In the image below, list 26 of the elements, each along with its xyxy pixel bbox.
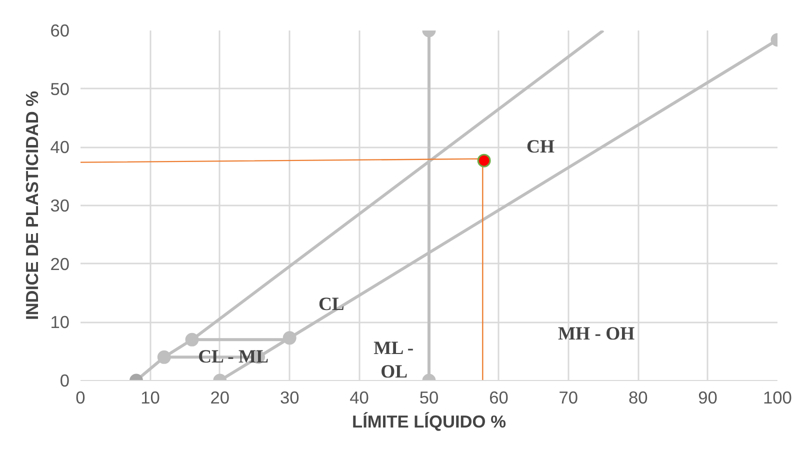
x-tick-label: 60 <box>489 388 508 408</box>
x-tick-label: 30 <box>280 388 300 408</box>
annotation: CL - ML <box>198 346 269 368</box>
annotation: OL <box>380 361 408 382</box>
y-tick-label: 0 <box>60 370 70 390</box>
x-axis-title: LÍMITE LÍQUIDO % <box>352 412 506 432</box>
y-tick-label: 20 <box>50 254 70 274</box>
x-tick-label: 20 <box>210 388 230 408</box>
y-tick-label: 50 <box>50 78 70 99</box>
x-tick-label: 100 <box>763 388 792 408</box>
annotation: CH <box>526 136 555 158</box>
x-tick-label: 40 <box>350 388 369 408</box>
x-tick-label: 10 <box>140 388 160 408</box>
y-tick-label: 10 <box>50 312 70 332</box>
x-tick-label: 90 <box>698 388 718 408</box>
y-tick-label: 60 <box>50 20 70 40</box>
x-tick-label: 80 <box>628 388 648 408</box>
y-tick-label: 30 <box>50 196 70 216</box>
x-tick-label: 70 <box>558 388 578 408</box>
x-tick-label: 50 <box>419 388 439 408</box>
annotation: CL <box>318 294 344 316</box>
annotation: ML - <box>374 338 414 359</box>
y-axis-title: INDICE DE PLASTICIDAD % <box>22 90 42 320</box>
y-tick-label: 40 <box>50 137 70 158</box>
annotation: MH - OH <box>558 323 636 344</box>
x-tick-label: 0 <box>76 388 86 408</box>
